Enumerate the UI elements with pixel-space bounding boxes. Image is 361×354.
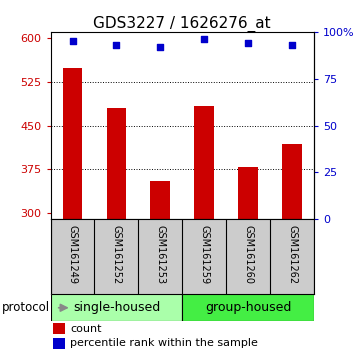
Bar: [194, 106, 214, 219]
Bar: [53, 323, 65, 335]
Bar: [182, 294, 314, 321]
Text: percentile rank within the sample: percentile rank within the sample: [70, 338, 258, 348]
Text: GSM161249: GSM161249: [68, 225, 78, 284]
Title: GDS3227 / 1626276_at: GDS3227 / 1626276_at: [93, 16, 271, 32]
Text: single-housed: single-housed: [73, 301, 160, 314]
Point: [113, 42, 119, 48]
Bar: [151, 181, 170, 219]
Bar: [282, 144, 302, 219]
Point: [70, 38, 75, 44]
Bar: [62, 68, 82, 219]
Bar: [106, 108, 126, 219]
Text: GSM161252: GSM161252: [112, 225, 121, 285]
Text: GSM161260: GSM161260: [243, 225, 253, 284]
Text: count: count: [70, 324, 102, 334]
Point: [245, 40, 251, 46]
Bar: [53, 338, 65, 349]
Text: GSM161253: GSM161253: [155, 225, 165, 284]
Point: [201, 36, 207, 42]
Bar: [51, 294, 182, 321]
Text: GSM161262: GSM161262: [287, 225, 297, 284]
Text: protocol: protocol: [1, 301, 50, 314]
Bar: [238, 167, 258, 219]
Point: [157, 44, 163, 50]
Text: group-housed: group-housed: [205, 301, 291, 314]
Text: GSM161259: GSM161259: [199, 225, 209, 284]
Point: [289, 42, 295, 48]
